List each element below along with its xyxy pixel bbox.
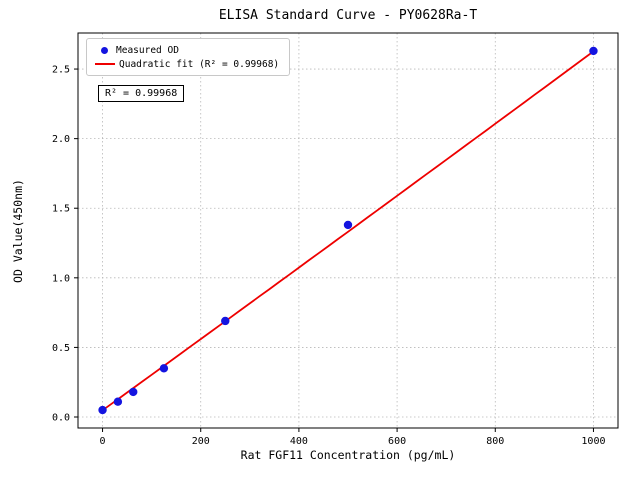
legend-label-measured-od: Measured OD [116, 44, 179, 56]
svg-text:0.0: 0.0 [52, 413, 70, 424]
svg-text:600: 600 [388, 436, 406, 447]
legend-line-marker-icon [95, 63, 115, 65]
svg-text:2.5: 2.5 [52, 65, 70, 76]
svg-text:1.5: 1.5 [52, 204, 70, 215]
y-axis-label: OD Value(450nm) [11, 179, 25, 283]
svg-text:200: 200 [192, 436, 210, 447]
legend-item-measured-od: Measured OD [95, 43, 279, 57]
svg-text:0: 0 [100, 436, 106, 447]
r-squared-annotation: R² = 0.99968 [98, 85, 185, 102]
chart-legend: Measured OD Quadratic fit (R² = 0.99968) [86, 38, 291, 76]
svg-text:1000: 1000 [581, 436, 605, 447]
svg-text:2.0: 2.0 [52, 134, 70, 145]
svg-text:800: 800 [486, 436, 504, 447]
x-axis-label: Rat FGF11 Concentration (pg/mL) [240, 448, 456, 462]
legend-label-quadratic-fit: Quadratic fit (R² = 0.99968) [119, 58, 280, 70]
svg-text:1.0: 1.0 [52, 273, 70, 284]
chart-title: ELISA Standard Curve - PY0628Ra-T [218, 8, 478, 23]
legend-point-marker-icon [101, 46, 108, 54]
svg-text:400: 400 [290, 436, 308, 447]
legend-item-quadratic-fit: Quadratic fit (R² = 0.99968) [95, 57, 279, 71]
svg-text:0.5: 0.5 [52, 343, 70, 354]
